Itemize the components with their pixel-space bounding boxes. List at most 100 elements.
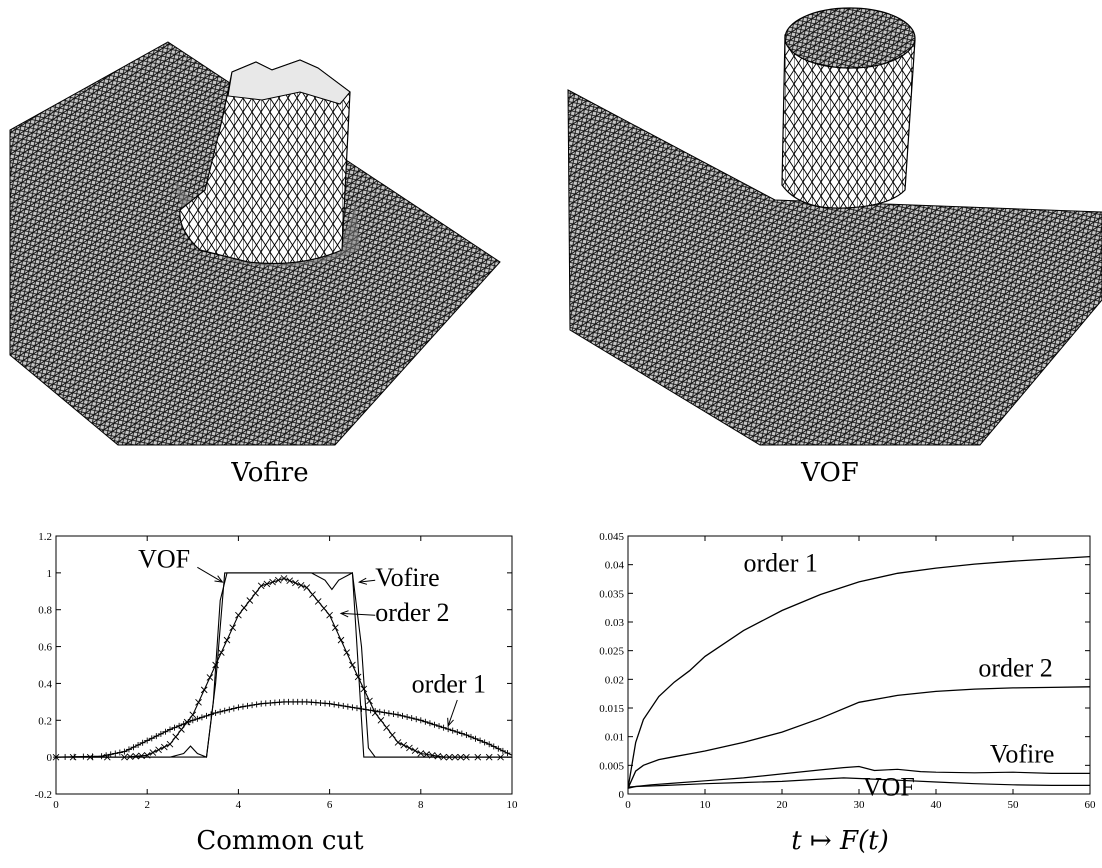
series-marker-order-2	[160, 743, 168, 751]
annotation-arrowhead	[357, 577, 368, 585]
y-tick-label: 1	[47, 568, 53, 580]
vofire-bump-top	[227, 59, 351, 105]
series-marker-order-1	[495, 745, 502, 752]
series-marker-order-1	[189, 717, 196, 724]
series-marker-order-1	[235, 704, 242, 711]
series-marker-order-1	[353, 705, 360, 712]
vofire-surface-panel	[0, 0, 540, 450]
series-marker-order-2	[309, 591, 316, 598]
caption-vofire: Vofire	[231, 458, 309, 488]
vof-cylinder-top	[784, 7, 916, 69]
series-marker-order-1	[426, 720, 433, 727]
series-marker-order-1	[440, 724, 447, 731]
annotation-arrowhead	[214, 575, 224, 583]
series-marker-order-1	[176, 722, 183, 729]
series-marker-order-1	[472, 735, 479, 742]
x-tick-label: 10	[700, 799, 712, 811]
series-marker-order-1	[481, 739, 488, 746]
series-marker-order-2	[132, 752, 140, 760]
series-marker-order-1	[53, 754, 59, 761]
series-marker-order-1	[344, 703, 351, 710]
series-marker-order-1	[363, 706, 370, 713]
y-tick-label: -0.2	[35, 789, 52, 801]
annotation-vofire: Vofire	[990, 739, 1055, 768]
y-tick-label: 0.02	[605, 674, 624, 686]
series-line-order-2	[627, 686, 1091, 789]
series-marker-order-2	[138, 752, 145, 760]
series-marker-order-2	[445, 753, 453, 761]
series-marker-order-2	[246, 597, 254, 604]
series-marker-order-1	[121, 748, 128, 755]
y-tick-label: 0	[47, 752, 53, 764]
series-marker-order-1	[408, 715, 415, 722]
series-marker-order-1	[171, 724, 178, 731]
series-marker-order-2	[280, 575, 288, 582]
series-marker-order-1	[331, 701, 338, 708]
series-marker-order-2	[331, 624, 339, 632]
series-marker-order-2	[303, 584, 311, 591]
series-marker-order-1	[139, 739, 146, 746]
series-marker-order-1	[390, 711, 397, 718]
series-marker-order-2	[423, 751, 430, 758]
series-line-order-1	[627, 555, 1091, 789]
series-marker-order-2	[474, 753, 482, 761]
series-marker-order-1	[144, 737, 151, 744]
common-cut-chart: 0 2 4 6 8 10-0.200.20.40.60.811.2VOFVofireord…	[35, 531, 519, 811]
series-marker-order-2	[411, 747, 419, 755]
series-marker-order-2	[206, 674, 214, 681]
y-tick-label: 1.2	[38, 531, 52, 543]
series-marker-order-2	[394, 739, 402, 746]
error-evolution-chart: 0 10 20 30 40 50 60 0 0.005 0.01 0.015 0.02 0.025 0.0…	[599, 531, 1096, 811]
series-marker-order-1	[413, 716, 420, 723]
x-tick-label: 10	[507, 799, 519, 811]
series-marker-order-1	[98, 753, 105, 760]
series-marker-order-1	[71, 753, 78, 760]
series-marker-order-1	[130, 744, 137, 751]
series-marker-order-1	[463, 732, 470, 739]
series-marker-order-2	[217, 649, 225, 656]
y-tick-label: 0.6	[38, 642, 52, 654]
series-marker-order-2	[417, 750, 425, 757]
x-tick-label: 8	[418, 799, 424, 811]
series-marker-order-1	[431, 721, 438, 728]
annotation-arrow	[359, 579, 376, 583]
x-tick-label: 6	[327, 799, 333, 811]
annotation-vofire: Vofire	[375, 563, 440, 592]
x-tick-label: 4	[236, 799, 242, 811]
vof-mesh-surface	[567, 7, 1102, 446]
x-tick-label: 0	[625, 799, 631, 811]
series-marker-order-2	[263, 580, 271, 588]
series-marker-order-2	[223, 636, 231, 644]
series-marker-order-1	[376, 708, 383, 715]
annotation-arrow	[340, 612, 376, 616]
series-marker-order-1	[153, 733, 160, 740]
series-marker-order-2	[320, 605, 328, 612]
y-tick-label: 0.04	[605, 560, 625, 572]
series-marker-order-2	[121, 753, 128, 761]
y-tick-label: 0.015	[599, 703, 624, 715]
annotation-order-2: order 2	[375, 598, 449, 627]
vofire-mesh-surface	[9, 41, 501, 446]
series-marker-order-2	[377, 716, 385, 724]
y-tick-label: 0.025	[599, 646, 624, 658]
series-marker-order-2	[463, 753, 470, 761]
series-marker-order-2	[143, 751, 151, 759]
series-marker-order-1	[162, 728, 169, 735]
series-marker-order-1	[221, 707, 228, 714]
caption-common-cut: Common cut	[196, 826, 364, 856]
series-marker-order-2	[388, 731, 396, 739]
x-tick-label: 2	[144, 799, 150, 811]
series-marker-order-1	[490, 743, 497, 750]
series-marker-order-2	[212, 661, 219, 669]
series-marker-order-2	[451, 753, 459, 761]
series-marker-order-1	[381, 709, 388, 716]
series-marker-order-1	[80, 753, 87, 760]
series-marker-order-2	[195, 698, 202, 706]
series-marker-order-2	[172, 733, 180, 741]
series-marker-order-1	[358, 705, 365, 712]
annotation-arrowhead	[447, 717, 454, 728]
series-marker-order-2	[485, 753, 493, 761]
series-marker-order-2	[155, 746, 162, 754]
y-tick-label: 0.2	[38, 715, 52, 727]
series-marker-order-1	[372, 708, 379, 715]
